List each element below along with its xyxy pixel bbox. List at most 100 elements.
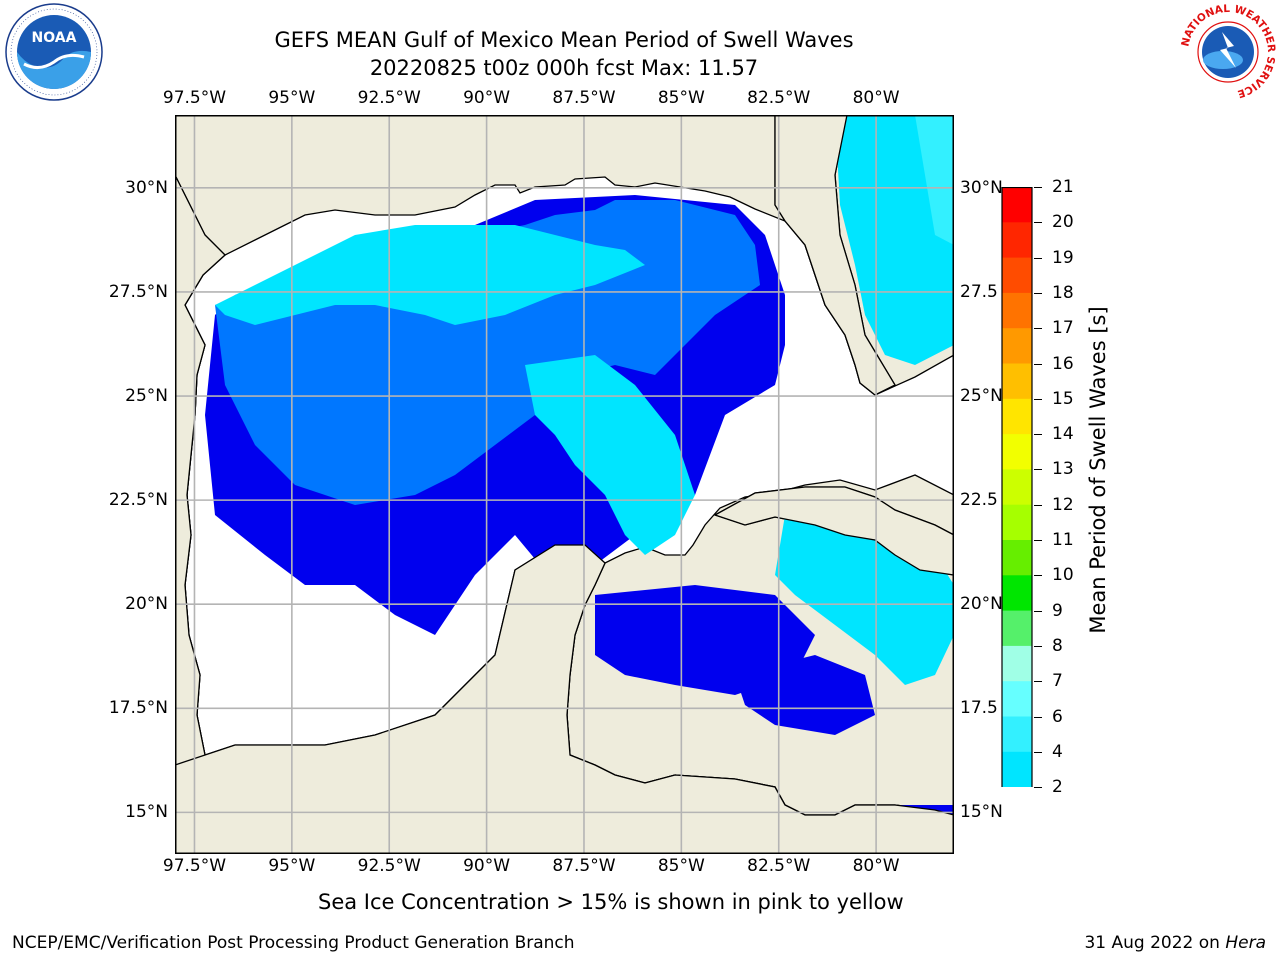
dark-blue-swell-region-south	[735, 655, 875, 735]
colorbar-segment	[1002, 610, 1032, 647]
colorbar-segment	[1002, 645, 1032, 682]
colorbar-tick-mark	[1034, 645, 1042, 647]
axis-tick-label: 87.5°W	[552, 856, 616, 876]
colorbar-tick-label: 19	[1052, 247, 1074, 268]
axis-tick-label: 82.5°W	[747, 856, 811, 876]
colorbar-tick-label: 15	[1052, 388, 1074, 409]
colorbar-tick-mark	[1034, 292, 1042, 294]
colorbar-tick-mark	[1034, 222, 1042, 224]
colorbar-tick-mark	[1034, 469, 1042, 471]
colorbar	[1000, 186, 1040, 852]
colorbar-segment	[1002, 434, 1032, 470]
axis-tick-label: 17.5	[960, 698, 998, 719]
colorbar-segment	[1002, 398, 1032, 435]
axis-tick-label: 97.5°W	[162, 88, 227, 108]
colorbar-segment	[1002, 540, 1032, 576]
colorbar-tick-mark	[1034, 716, 1042, 718]
cyan-swell-region-west	[215, 225, 645, 325]
colorbar-tick-label: 12	[1052, 494, 1074, 515]
sea-ice-caption: Sea Ice Concentration > 15% is shown in …	[318, 890, 904, 914]
colorbar-segment	[1002, 363, 1032, 400]
lat-lon-gridlines	[175, 115, 954, 854]
axis-tick-label: 95°W	[268, 88, 316, 108]
axis-tick-label: 25°N	[125, 386, 168, 407]
colorbar-tick-label: 14	[1052, 424, 1074, 445]
axis-tick-label: 85°W	[657, 856, 705, 876]
colorbar-tick-label: 10	[1052, 565, 1074, 586]
colorbar-tick-mark	[1034, 434, 1042, 436]
colorbar-segment	[1002, 575, 1032, 612]
colorbar-tick-mark	[1034, 363, 1042, 365]
colorbar-segment	[1002, 292, 1032, 329]
axis-tick-label: 22.5°N	[108, 490, 168, 511]
map-title: GEFS MEAN Gulf of Mexico Mean Period of …	[274, 28, 854, 52]
colorbar-tick-label: 18	[1052, 282, 1074, 303]
footer-host: Hera	[1225, 933, 1266, 953]
colorbar-tick-label: 11	[1052, 530, 1074, 550]
colorbar-tick-mark	[1034, 681, 1042, 683]
axis-tick-label: 87.5°W	[552, 88, 616, 108]
colorbar-tick-label: 6	[1052, 706, 1063, 727]
dark-blue-swell-region-caribbean	[595, 585, 815, 695]
axis-tick-label: 15°N	[960, 802, 1003, 823]
nws-logo: NATIONAL WEATHER SERVICE	[1178, 2, 1278, 102]
axis-tick-label: 95°W	[268, 856, 316, 876]
colorbar-tick-mark	[1034, 751, 1042, 753]
axis-tick-label: 80°W	[852, 88, 900, 108]
colorbar-tick-label: 21	[1052, 177, 1074, 197]
colorbar-tick-label: 20	[1052, 212, 1074, 233]
axis-tick-label: 27.5	[960, 281, 998, 302]
colorbar-segment	[1002, 681, 1032, 717]
colorbar-segment	[1002, 716, 1032, 753]
colorbar-tick-mark	[1034, 540, 1042, 541]
map-frame	[175, 115, 954, 854]
colorbar-tick-mark	[1034, 610, 1042, 612]
footer-date-text: 31 Aug 2022 on	[1084, 933, 1226, 953]
axis-tick-label: 27.5°N	[108, 281, 168, 302]
colorbar-tick-label: 4	[1052, 741, 1063, 762]
colorbar-tick-label: 7	[1052, 671, 1063, 692]
axis-tick-label: 30°N	[960, 177, 1003, 198]
axis-tick-label: 92.5°W	[357, 856, 421, 876]
axis-tick-label: 85°W	[657, 88, 705, 108]
colorbar-label: Mean Period of Swell Waves [s]	[1086, 306, 1110, 634]
colorbar-tick-label: 13	[1052, 459, 1074, 480]
colorbar-tick-mark	[1034, 257, 1042, 259]
axis-tick-label: 20°N	[960, 594, 1003, 615]
axis-tick-label: 92.5°W	[357, 88, 421, 108]
cyan-swell-region-central	[525, 355, 695, 555]
colorbar-tick-mark	[1034, 787, 1042, 789]
axis-tick-label: 22.5	[960, 490, 998, 511]
florida-land-overlay	[774, 115, 896, 396]
colorbar-tick-label: 16	[1052, 353, 1074, 374]
colorbar-tick-mark	[1034, 187, 1042, 188]
noaa-logo: NOAA	[4, 2, 104, 102]
colorbar-tick-mark	[1034, 328, 1042, 330]
colorbar-segment	[1002, 187, 1032, 223]
colorbar-tick-mark	[1034, 398, 1042, 400]
colorbar-tick-label: 8	[1052, 635, 1063, 656]
colorbar-segment	[1002, 222, 1032, 259]
axis-tick-label: 17.5°N	[108, 698, 168, 719]
colorbar-segment	[1002, 257, 1032, 294]
axis-tick-label: 15°N	[125, 802, 168, 823]
footer-credit: NCEP/EMC/Verification Post Processing Pr…	[12, 933, 575, 953]
axis-tick-label: 90°W	[463, 856, 511, 876]
cuba-land-overlay	[713, 486, 954, 576]
axis-tick-label: 25°N	[960, 386, 1003, 407]
axis-tick-label: 20°N	[125, 594, 168, 615]
cyan-swell-region-atlantic	[835, 115, 954, 365]
colorbar-tick-mark	[1034, 575, 1042, 577]
axis-tick-label: 80°W	[852, 856, 900, 876]
colorbar-tick-label: 9	[1052, 600, 1063, 621]
colorbar-segment	[1002, 751, 1032, 788]
map-subtitle: 20220825 t00z 000h fcst Max: 11.57	[369, 56, 759, 80]
axis-tick-label: 30°N	[125, 177, 168, 198]
svg-text:NOAA: NOAA	[32, 30, 77, 46]
light-cyan-swell-region-atlantic	[915, 115, 954, 245]
colorbar-tick-mark	[1034, 504, 1042, 506]
footer-date: 31 Aug 2022 on Hera	[1084, 933, 1266, 953]
colorbar-segment	[1002, 328, 1032, 364]
axis-tick-label: 82.5°W	[747, 88, 811, 108]
axis-tick-label: 97.5°W	[162, 856, 227, 876]
